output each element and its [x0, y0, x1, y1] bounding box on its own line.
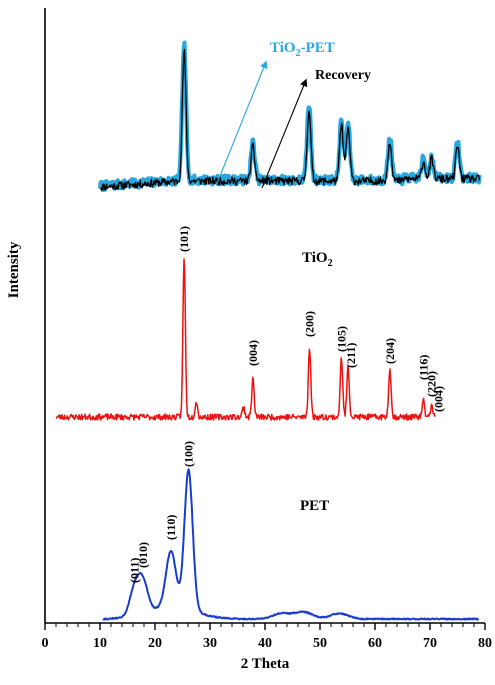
label-recovery: Recovery: [315, 68, 371, 83]
miller-index-label: (004): [246, 340, 260, 366]
series-pet-line: [102, 468, 480, 621]
miller-index-label: (004): [431, 386, 445, 412]
x-tick-label: 0: [42, 636, 49, 651]
series-recovery-line: [99, 48, 481, 191]
miller-index-label: (100): [182, 441, 196, 467]
recovery-arrow: [261, 78, 308, 189]
x-tick-label: 50: [313, 636, 327, 651]
miller-index-label: (110): [164, 515, 178, 540]
tio2-pet-arrow: [215, 60, 268, 187]
miller-index-labels: (101) (004) (200) (105)(211) (204) (116)(220)…: [128, 226, 446, 583]
miller-index-label: (204): [383, 338, 397, 364]
x-tick-label: 20: [148, 636, 162, 651]
miller-index-label: (101): [177, 226, 191, 252]
label-tio2: TiO2: [302, 250, 333, 269]
miller-index-label: (200): [303, 311, 317, 337]
y-axis-title: Intensity: [6, 241, 22, 298]
x-axis-tick-labels: 0 10 20 30 40 50 60 70 80: [42, 636, 493, 651]
miller-index-label: (010): [136, 542, 150, 568]
miller-index-label: (211): [344, 343, 358, 368]
x-tick-label: 60: [368, 636, 382, 651]
x-tick-label: 40: [258, 636, 272, 651]
x-axis-title: 2 Theta: [241, 656, 290, 672]
miller-index-label: (105): [334, 326, 348, 352]
series-tio2-line: [55, 258, 436, 421]
x-tick-label: 10: [93, 636, 107, 651]
label-pet: PET: [300, 498, 329, 514]
miller-index-label: (011): [128, 558, 142, 583]
miller-index-label: (116): [416, 355, 430, 380]
label-tio2-pet: TiO2-PET: [270, 40, 335, 59]
x-tick-label: 80: [478, 636, 492, 651]
x-tick-label: 70: [423, 636, 437, 651]
x-axis-ticks: [44, 623, 486, 630]
x-tick-label: 30: [203, 636, 217, 651]
miller-index-label: (220): [425, 371, 439, 397]
